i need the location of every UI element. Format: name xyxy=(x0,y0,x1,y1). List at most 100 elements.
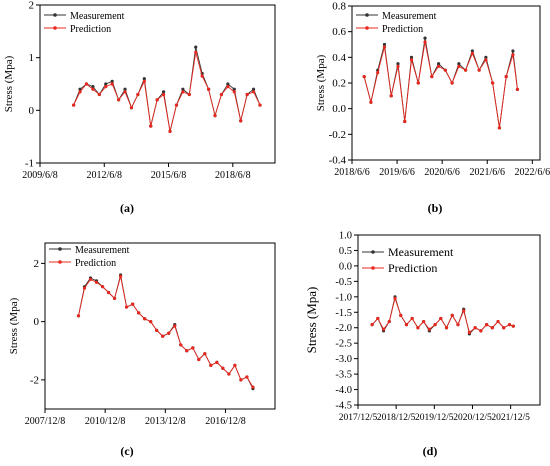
series-line-prediction xyxy=(363,41,518,128)
x-tick-label: 2016/12/8 xyxy=(205,416,246,427)
y-tick-label: 0.4 xyxy=(332,52,346,64)
data-point-prediction xyxy=(233,363,237,367)
data-point-prediction xyxy=(416,326,420,330)
y-axis-label: Stress (Mpa) xyxy=(3,55,15,112)
data-point-prediction xyxy=(197,357,201,362)
y-axis-label: Stress (Mpa) xyxy=(315,54,327,111)
data-point-measurement xyxy=(78,87,82,91)
data-point-prediction xyxy=(403,119,407,124)
data-point-prediction xyxy=(191,346,195,350)
x-tick-label: 2012/6/8 xyxy=(86,170,122,181)
data-point-prediction xyxy=(430,74,434,79)
y-tick-label: 0.8 xyxy=(332,1,346,13)
data-point-prediction xyxy=(84,82,89,86)
data-point-measurement xyxy=(123,87,127,91)
data-point-prediction xyxy=(118,274,123,279)
legend-marker-measurement xyxy=(53,13,57,17)
data-point-measurement xyxy=(511,49,515,53)
legend-marker-measurement xyxy=(58,247,62,251)
data-point-prediction xyxy=(226,85,230,89)
data-point-prediction xyxy=(457,64,461,68)
y-tick-label: 0.5 xyxy=(339,246,352,257)
x-tick-label: 2007/12/8 xyxy=(25,416,66,427)
data-point-measurement xyxy=(457,62,461,66)
data-point-prediction xyxy=(515,87,520,92)
data-point-prediction xyxy=(162,92,166,97)
data-point-prediction xyxy=(387,319,391,324)
data-point-prediction xyxy=(239,119,243,123)
data-point-measurement xyxy=(104,82,108,86)
data-point-prediction xyxy=(251,385,255,389)
legend-marker-measurement xyxy=(371,250,375,254)
chart-panel-1: 2009/6/8 2012/6/8 2015/6/8 2018/6/8 -1 0 1 2 Str… xyxy=(3,0,276,215)
data-point-prediction xyxy=(473,326,477,330)
data-point-prediction xyxy=(129,106,134,110)
data-point-prediction xyxy=(219,92,224,97)
x-tick-label: 2021/12/5 xyxy=(491,413,530,423)
data-point-prediction xyxy=(409,58,414,62)
data-point-prediction xyxy=(173,324,177,328)
data-point-prediction xyxy=(497,126,502,130)
y-tick-label: -4.5 xyxy=(335,401,352,412)
data-point-prediction xyxy=(376,71,380,75)
data-point-prediction xyxy=(213,114,217,118)
y-tick-label: 0.0 xyxy=(332,103,346,115)
data-point-prediction xyxy=(399,313,403,317)
x-tick-label: 2018/6/8 xyxy=(215,170,251,181)
x-tick-label: 2018/12/5 xyxy=(377,413,416,423)
x-tick-label: 2017/12/5 xyxy=(339,413,378,423)
data-point-measurement xyxy=(194,45,198,49)
data-point-prediction xyxy=(370,323,374,327)
data-point-measurement xyxy=(91,85,95,89)
data-point-prediction xyxy=(381,327,386,331)
data-point-prediction xyxy=(491,81,495,85)
data-point-prediction xyxy=(376,316,380,321)
x-tick-label: 2021/6/6 xyxy=(469,167,505,178)
data-point-measurement xyxy=(423,36,427,40)
data-point-prediction xyxy=(179,343,183,347)
data-point-prediction xyxy=(137,311,141,315)
data-point-measurement xyxy=(436,62,441,66)
data-point-prediction xyxy=(416,81,420,85)
data-point-prediction xyxy=(436,64,441,68)
y-tick-label: -3.5 xyxy=(335,370,352,381)
data-point-prediction xyxy=(110,82,114,86)
x-tick-label: 2015/6/8 xyxy=(151,170,187,181)
data-point-prediction xyxy=(123,90,127,94)
legend-marker-prediction xyxy=(53,26,57,30)
data-point-prediction xyxy=(88,277,93,282)
y-tick-label: 1.0 xyxy=(339,231,352,242)
x-tick-label: 2022/6/6 xyxy=(515,167,550,178)
y-tick-label: 1 xyxy=(29,52,35,64)
legend-label-measurement: Measurement xyxy=(388,245,454,259)
data-point-measurement xyxy=(396,62,400,66)
data-point-prediction xyxy=(200,74,204,78)
data-point-prediction xyxy=(104,85,108,89)
data-point-prediction xyxy=(100,285,105,289)
x-tick-label: 2019/12/5 xyxy=(415,413,454,423)
data-point-prediction xyxy=(155,328,159,332)
y-tick-label: -1.0 xyxy=(335,292,352,303)
chart-panel-4: 2017/12/5 2018/12/5 2019/12/5 2020/12/5 2021… xyxy=(304,231,541,458)
data-point-prediction xyxy=(470,51,474,56)
data-point-prediction xyxy=(117,98,121,102)
data-point-prediction xyxy=(404,323,409,327)
y-tick-label: -3.0 xyxy=(335,354,352,365)
data-point-prediction xyxy=(194,50,198,55)
data-point-prediction xyxy=(511,324,515,328)
y-tick-label: 0.0 xyxy=(339,261,352,272)
series-line-prediction xyxy=(78,276,254,388)
x-tick-label: 2019/6/6 xyxy=(379,167,415,178)
y-tick-label: -0.5 xyxy=(335,277,352,288)
y-tick-label: -0.2 xyxy=(329,129,346,141)
x-tick-label: 2013/12/8 xyxy=(145,416,186,427)
legend-marker-prediction xyxy=(365,26,369,30)
x-tick-label: 2009/6/8 xyxy=(22,170,58,181)
y-tick-label: -1 xyxy=(25,158,34,170)
legend-marker-measurement xyxy=(365,13,369,17)
data-point-measurement xyxy=(382,42,387,47)
data-point-prediction xyxy=(450,313,454,317)
data-point-prediction xyxy=(161,334,165,338)
data-point-prediction xyxy=(91,87,95,91)
data-point-prediction xyxy=(168,129,172,133)
